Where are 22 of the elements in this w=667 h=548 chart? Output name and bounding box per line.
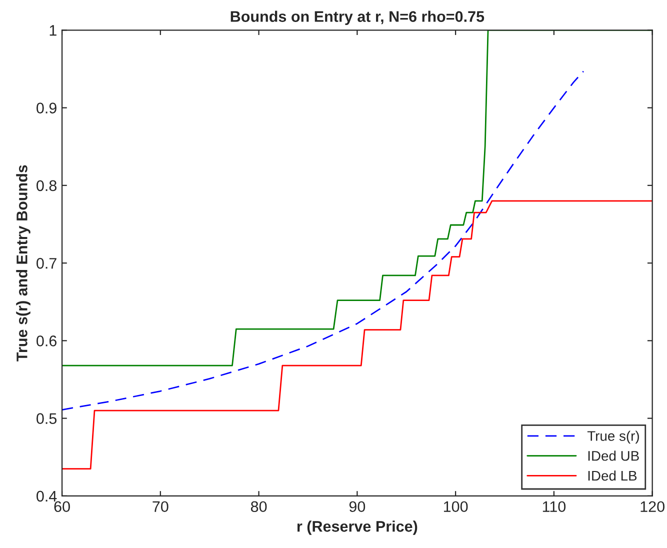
y-tick-label: 0.9 [36, 102, 56, 114]
y-tick-label: 0.6 [36, 336, 56, 346]
x-tick-label: 80 [250, 501, 267, 512]
x-tick-label: 120 [640, 501, 664, 512]
x-tick-label: 100 [444, 501, 468, 512]
legend-label: True s(r) [587, 430, 639, 444]
line-series [62, 70, 584, 410]
line-series [62, 200, 652, 470]
chart-title: Bounds on Entry at r, N=6 rho=0.75 [230, 10, 484, 25]
legend-label: IDed LB [588, 470, 637, 481]
y-axis-title: True s(r) and Entry Bounds [16, 165, 30, 362]
x-tick-label: 60 [54, 501, 70, 512]
y-tick-label: 0.8 [36, 180, 57, 192]
y-tick-label: 1 [50, 25, 56, 36]
y-tick-label: 0.4 [36, 490, 57, 502]
x-axis-title: r (Reserve Price) [297, 520, 418, 535]
x-tick-label: 90 [349, 501, 366, 512]
x-tick-label: 110 [542, 501, 566, 512]
legend-label: IDed UB [588, 450, 639, 461]
y-tick-label: 0.5 [36, 413, 57, 424]
y-tick-label: 0.7 [36, 258, 56, 269]
x-tick-label: 70 [152, 501, 168, 512]
